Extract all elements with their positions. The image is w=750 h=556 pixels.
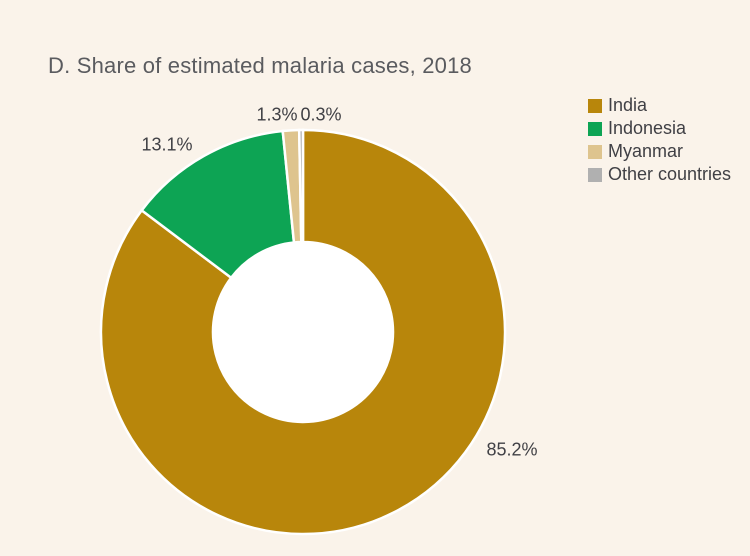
donut-hole: [213, 242, 393, 422]
legend-swatch-india: [588, 98, 602, 113]
slice-value-label-other-countries: 0.3%: [300, 104, 342, 125]
legend: India Indonesia Myanmar Other countries: [588, 94, 731, 186]
slice-value-label-myanmar: 1.3%: [256, 104, 298, 125]
legend-swatch-indonesia: [588, 121, 602, 136]
legend-label-indonesia: Indonesia: [608, 118, 687, 138]
legend-item-indonesia: Indonesia: [588, 117, 731, 140]
legend-item-india: India: [588, 94, 731, 117]
legend-item-myanmar: Myanmar: [588, 140, 731, 163]
legend-item-other-countries: Other countries: [588, 163, 731, 186]
slice-value-label-indonesia: 13.1%: [141, 134, 193, 155]
slice-value-label-india: 85.2%: [486, 439, 538, 460]
legend-label-myanmar: Myanmar: [608, 141, 684, 161]
legend-swatch-other-countries: [588, 167, 602, 182]
legend-swatch-myanmar: [588, 144, 602, 159]
slice-other-countries: [297, 128, 305, 244]
chart-title: D. Share of estimated malaria cases, 201…: [48, 53, 472, 78]
legend-label-india: India: [608, 95, 648, 115]
legend-label-other-countries: Other countries: [608, 164, 732, 184]
